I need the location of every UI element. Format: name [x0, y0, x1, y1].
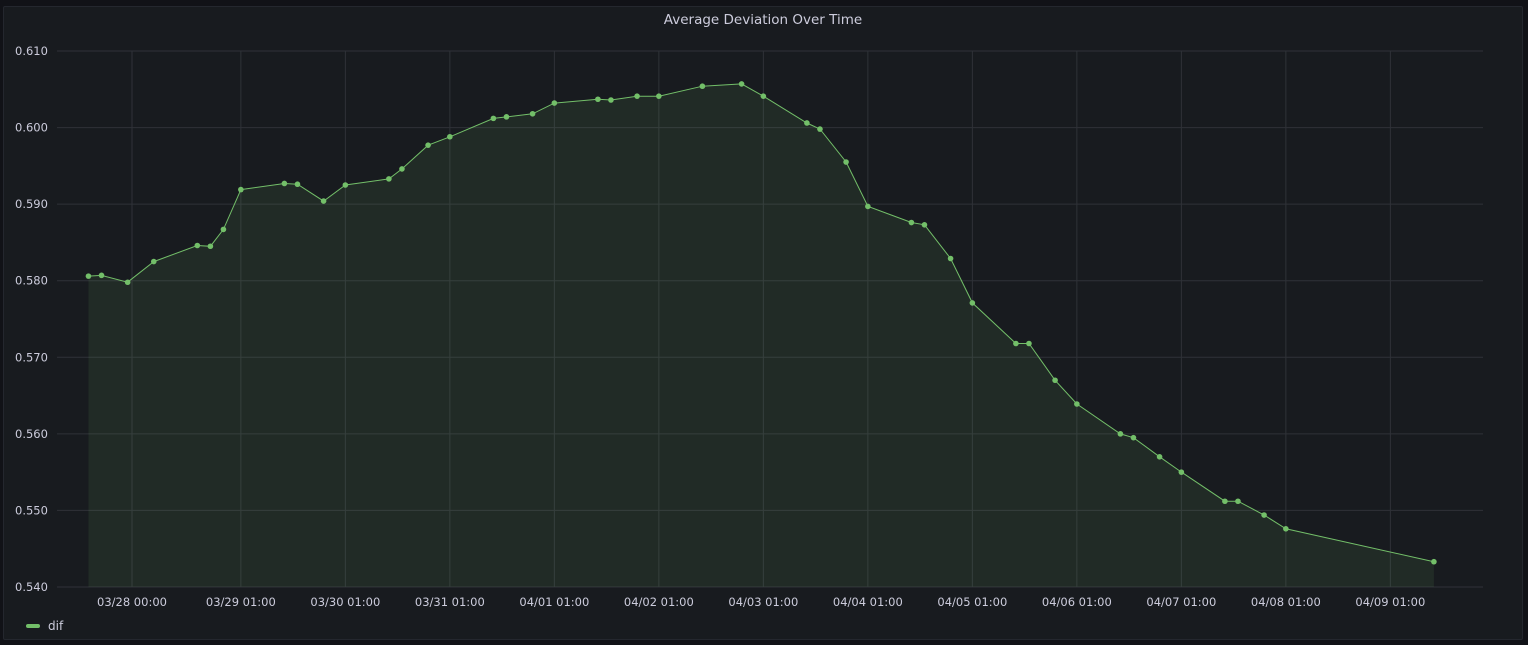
- data-point: [608, 97, 614, 103]
- data-point: [1117, 431, 1124, 437]
- legend[interactable]: dif: [26, 619, 63, 633]
- data-point: [1222, 498, 1228, 505]
- data-point: [399, 166, 405, 172]
- x-tick-label: 03/30 01:00: [310, 595, 380, 609]
- data-point: [281, 180, 288, 187]
- legend-swatch: [26, 624, 40, 628]
- data-point: [529, 110, 536, 117]
- data-point: [503, 114, 510, 120]
- data-point: [760, 93, 767, 99]
- data-point: [817, 126, 823, 132]
- data-point: [207, 243, 214, 250]
- data-point: [320, 198, 327, 204]
- data-point: [238, 186, 244, 193]
- data-point: [425, 142, 431, 148]
- data-point: [1074, 401, 1080, 407]
- data-point: [490, 115, 497, 122]
- data-point: [386, 176, 392, 182]
- data-point: [1178, 469, 1185, 475]
- x-tick-label: 04/07 01:00: [1146, 595, 1216, 609]
- data-point: [85, 273, 92, 279]
- data-point: [947, 255, 954, 262]
- data-point: [738, 81, 745, 87]
- data-point: [1156, 454, 1163, 460]
- y-tick-label: 0.570: [15, 350, 48, 364]
- y-tick-label: 0.550: [15, 503, 48, 517]
- panel-title: Average Deviation Over Time: [663, 12, 863, 28]
- x-tick-label: 04/09 01:00: [1355, 595, 1425, 609]
- legend-label-dif[interactable]: dif: [48, 619, 64, 633]
- y-tick-label: 0.580: [15, 274, 48, 288]
- y-tick-label: 0.600: [15, 121, 48, 135]
- data-point: [699, 83, 706, 90]
- x-tick-label: 04/05 01:00: [937, 595, 1007, 609]
- x-tick-label: 04/03 01:00: [728, 595, 798, 609]
- data-point: [150, 258, 157, 265]
- data-point: [1052, 377, 1058, 384]
- series-area-dif: [88, 83, 1434, 588]
- data-point: [1013, 340, 1019, 347]
- data-point: [1283, 526, 1289, 532]
- data-point: [342, 182, 349, 188]
- data-point: [220, 226, 227, 233]
- data-point: [551, 100, 558, 106]
- data-point: [1261, 512, 1267, 518]
- data-point: [595, 96, 601, 103]
- data-point: [921, 222, 928, 228]
- data-point: [294, 181, 301, 188]
- y-tick-label: 0.540: [15, 580, 48, 594]
- x-tick-label: 04/06 01:00: [1042, 595, 1112, 609]
- data-point: [1235, 498, 1241, 505]
- data-point: [1026, 340, 1032, 347]
- data-point: [194, 242, 201, 249]
- data-point: [656, 93, 662, 99]
- data-point: [98, 272, 105, 279]
- data-point: [865, 203, 871, 210]
- data-point: [634, 93, 640, 99]
- data-point: [843, 159, 849, 165]
- data-point: [1130, 434, 1137, 441]
- y-tick-label: 0.560: [15, 427, 48, 441]
- y-tick-label: 0.610: [15, 44, 48, 58]
- data-point: [124, 279, 131, 286]
- x-tick-label: 03/29 01:00: [206, 595, 276, 609]
- x-tick-label: 04/04 01:00: [833, 595, 903, 609]
- data-point: [969, 300, 976, 306]
- x-tick-label: 04/08 01:00: [1251, 595, 1321, 609]
- data-point: [447, 133, 453, 140]
- data-point: [1431, 558, 1437, 565]
- x-tick-label: 03/31 01:00: [415, 595, 485, 609]
- x-tick-label: 04/01 01:00: [519, 595, 589, 609]
- x-tick-label: 04/02 01:00: [624, 595, 694, 609]
- data-point: [804, 120, 810, 126]
- y-tick-label: 0.590: [15, 197, 48, 211]
- data-point: [908, 219, 915, 226]
- x-tick-label: 03/28 00:00: [97, 595, 167, 609]
